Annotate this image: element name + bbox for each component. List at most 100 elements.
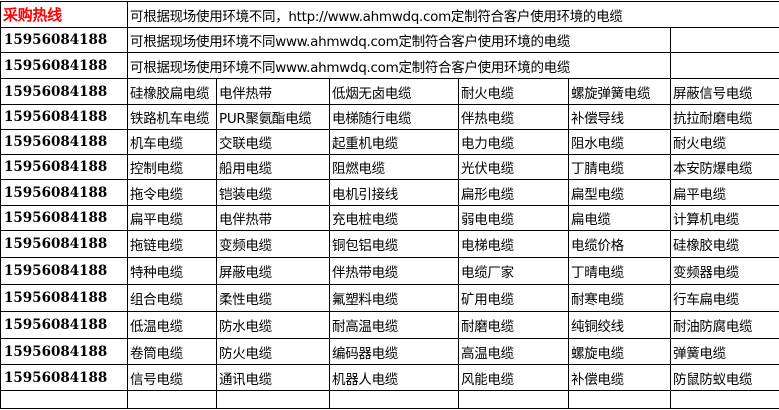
- product-cell: 起重机电缆: [330, 130, 459, 155]
- product-cell: 拖链电缆: [128, 231, 217, 258]
- product-cell: 扁电缆: [569, 206, 671, 231]
- phone-number: 15956084188: [1, 258, 128, 285]
- product-cell: 卷筒电缆: [128, 339, 217, 365]
- phone-number: 15956084188: [1, 365, 128, 391]
- product-cell: 电力电缆: [459, 130, 569, 155]
- product-cell: 高温电缆: [459, 339, 569, 365]
- product-cell: PUR聚氨酯电缆: [217, 105, 330, 130]
- product-cell: 氟塑料电缆: [330, 285, 459, 312]
- product-cell: 变频器电缆: [671, 258, 779, 285]
- product-cell: 铠装电缆: [217, 180, 330, 206]
- product-cell: 扁平电缆: [671, 180, 779, 206]
- product-cell: 船用电缆: [217, 155, 330, 180]
- product-cell: 特种电缆: [128, 258, 217, 285]
- product-cell: 扁型电缆: [569, 180, 671, 206]
- product-cell: 丁腈电缆: [569, 155, 671, 180]
- product-cell: 低温电缆: [128, 312, 217, 339]
- product-cell: 组合电缆: [128, 285, 217, 312]
- product-cell: 防鼠防蚁电缆: [671, 365, 779, 391]
- hotline-label: 采购热线: [1, 2, 128, 28]
- product-cell: 拖令电缆: [128, 180, 217, 206]
- product-cell: 耐磨电缆: [459, 312, 569, 339]
- product-cell: 机车电缆: [128, 130, 217, 155]
- product-cell: 控制电缆: [128, 155, 217, 180]
- product-cell: 编码器电缆: [330, 339, 459, 365]
- product-cell: 电缆厂家: [459, 258, 569, 285]
- phone-number: 15956084188: [1, 285, 128, 312]
- product-cell: 屏蔽电缆: [217, 258, 330, 285]
- product-cell: 铁路机车电缆: [128, 105, 217, 130]
- phone-number: 15956084188: [1, 231, 128, 258]
- phone-number: 15956084188: [1, 130, 128, 155]
- product-cell: 电伴热带: [217, 206, 330, 231]
- product-cell: 耐火电缆: [671, 130, 779, 155]
- product-cell: 电机引接线: [330, 180, 459, 206]
- notice-row: 15956084188 可根据现场使用环境不同www.ahmwdq.com定制符…: [1, 53, 779, 79]
- product-cell: 电梯电缆: [459, 231, 569, 258]
- phone-number: 15956084188: [1, 53, 128, 79]
- phone-number: 15956084188: [1, 28, 128, 53]
- product-cell: 光伏电缆: [459, 155, 569, 180]
- product-cell: 风能电缆: [459, 365, 569, 391]
- product-cell: 耐火电缆: [459, 79, 569, 105]
- product-cell: 阻水电缆: [569, 130, 671, 155]
- product-cell: 机器人电缆: [330, 365, 459, 391]
- product-cell: 交联电缆: [217, 130, 330, 155]
- product-cell: 弹簧电缆: [671, 339, 779, 365]
- phone-number: 15956084188: [1, 79, 128, 105]
- product-cell: 补偿电缆: [569, 365, 671, 391]
- product-cell: 扁形电缆: [459, 180, 569, 206]
- product-cell: 柔性电缆: [217, 285, 330, 312]
- product-cell: 矿用电缆: [459, 285, 569, 312]
- product-cell: 螺旋弹簧电缆: [569, 79, 671, 105]
- empty-cell: [671, 391, 779, 409]
- product-cell: 电缆价格: [569, 231, 671, 258]
- product-cell: 行车扁电缆: [671, 285, 779, 312]
- product-cell: 丁晴电缆: [569, 258, 671, 285]
- product-cell: 通讯电缆: [217, 365, 330, 391]
- empty-row: [1, 391, 779, 409]
- product-cell: 防水电缆: [217, 312, 330, 339]
- product-cell: 扁平电缆: [128, 206, 217, 231]
- product-cell: 硅橡胶扁电缆: [128, 79, 217, 105]
- product-cell: 充电桩电缆: [330, 206, 459, 231]
- product-cell: 屏蔽信号电缆: [671, 79, 779, 105]
- product-cell: 防火电缆: [217, 339, 330, 365]
- product-cell: 伴热带电缆: [330, 258, 459, 285]
- product-cell: 本安防爆电缆: [671, 155, 779, 180]
- empty-cell: [569, 391, 671, 409]
- product-cell: 计算机电缆: [671, 206, 779, 231]
- product-cell: 阻燃电缆: [330, 155, 459, 180]
- notice-text: 可根据现场使用环境不同www.ahmwdq.com定制符合客户使用环境的电缆: [128, 53, 671, 79]
- empty-cell: [671, 28, 779, 53]
- empty-cell: [459, 391, 569, 409]
- product-cell: 耐高温电缆: [330, 312, 459, 339]
- phone-number: 15956084188: [1, 339, 128, 365]
- product-cell: 硅橡胶电缆: [671, 231, 779, 258]
- empty-cell: [330, 391, 459, 409]
- phone-number: 15956084188: [1, 312, 128, 339]
- product-cell: 电梯随行电缆: [330, 105, 459, 130]
- phone-number: 15956084188: [1, 105, 128, 130]
- product-cell: 变频电缆: [217, 231, 330, 258]
- product-cell: 补偿导线: [569, 105, 671, 130]
- product-cell: 耐油防腐电缆: [671, 312, 779, 339]
- empty-cell: [1, 391, 128, 409]
- product-cell: 电伴热带: [217, 79, 330, 105]
- product-cell: 弱电电缆: [459, 206, 569, 231]
- notice-text: 可根据现场使用环境不同www.ahmwdq.com定制符合客户使用环境的电缆: [128, 28, 671, 53]
- notice-text: 可根据现场使用环境不同，http://www.ahmwdq.com定制符合客户使…: [128, 2, 779, 28]
- product-cell: 纯铜绞线: [569, 312, 671, 339]
- empty-cell: [217, 391, 330, 409]
- product-cell: 耐寒电缆: [569, 285, 671, 312]
